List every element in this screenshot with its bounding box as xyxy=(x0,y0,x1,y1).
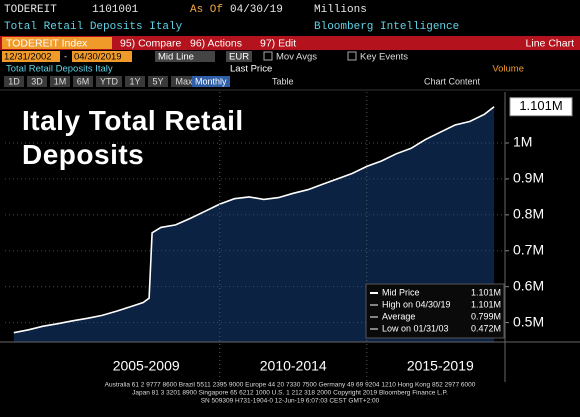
series-label: Total Retail Deposits Italy xyxy=(6,64,113,75)
volume-label: Volume xyxy=(492,64,524,75)
checkbox[interactable] xyxy=(263,51,273,61)
description: Total Retail Deposits Italy xyxy=(4,21,183,33)
as-of-label: As Of xyxy=(190,4,223,16)
line-type-box[interactable] xyxy=(155,51,215,62)
period-button[interactable]: 5Y xyxy=(152,76,163,86)
period-button[interactable]: 1D xyxy=(8,76,20,86)
as-of-date: 04/30/19 xyxy=(230,4,283,16)
y-tick-label: 0.7M xyxy=(513,241,544,257)
period-button-bg[interactable] xyxy=(73,76,93,87)
legend-value: 1.101M xyxy=(471,299,501,309)
x-tick-label: 2015-2019 xyxy=(407,358,474,374)
legend-value: 0.799M xyxy=(471,311,501,321)
legend-label: Mid Price xyxy=(382,287,420,297)
source: Bloomberg Intelligence xyxy=(314,21,459,33)
frequency-box[interactable] xyxy=(192,76,230,87)
field-label: Last Price xyxy=(230,64,272,75)
currency-box[interactable] xyxy=(226,51,252,62)
chart-title: Italy Total Retail Deposits xyxy=(22,105,244,170)
ticker: TODEREIT xyxy=(4,4,57,16)
period-button-bg[interactable] xyxy=(96,76,122,87)
legend-label: Average xyxy=(382,311,415,321)
legend-label: High on 04/30/19 xyxy=(382,299,451,309)
y-tick-label: 0.6M xyxy=(513,277,544,293)
footer-line: Japan 81 3 3201 8900 Singapore 65 6212 1… xyxy=(132,390,448,397)
start-date[interactable]: 12/31/2002 xyxy=(4,52,52,63)
period-button-bg[interactable] xyxy=(50,76,70,87)
frequency[interactable]: Monthly xyxy=(195,76,227,86)
x-tick-label: 2010-2014 xyxy=(260,358,327,374)
last-value: 1.101M xyxy=(519,98,562,113)
footer-line: Australia 61 2 9777 8600 Brazil 5511 239… xyxy=(105,382,476,389)
line-type[interactable]: Mid Line xyxy=(158,52,194,63)
period-button-bg[interactable] xyxy=(27,76,47,87)
period-button[interactable]: YTD xyxy=(100,76,119,86)
toolbar-bg xyxy=(0,36,580,50)
compare-button[interactable]: 95) Compare xyxy=(120,37,181,49)
checkbox[interactable] xyxy=(347,51,357,61)
currency[interactable]: EUR xyxy=(229,52,249,63)
line xyxy=(13,106,495,334)
view-label: Line Chart xyxy=(526,37,575,49)
period-button-bg[interactable] xyxy=(171,76,197,87)
actions-button[interactable]: 96) Actions xyxy=(190,37,242,49)
period-button[interactable]: 3D xyxy=(31,76,43,86)
start-date-box[interactable] xyxy=(2,51,60,62)
period-button[interactable]: 1M xyxy=(54,76,67,86)
period-button-bg[interactable] xyxy=(125,76,145,87)
y-tick-label: 0.8M xyxy=(513,206,544,222)
legend-value: 1.101M xyxy=(471,287,501,297)
period-button[interactable]: 6M xyxy=(77,76,90,86)
edit-button[interactable]: 97) Edit xyxy=(260,37,296,49)
period-button-bg[interactable] xyxy=(4,76,24,87)
footer-line: SN 509309 H731-1904-0 12-Jun-19 6:07:03 … xyxy=(201,398,380,405)
date-dash: - xyxy=(64,52,67,63)
units: Millions xyxy=(314,4,367,16)
period-button[interactable]: Max xyxy=(175,76,193,86)
period-button[interactable]: 1Y xyxy=(129,76,140,86)
y-tick-label: 1M xyxy=(513,134,532,150)
key-events[interactable]: Key Events xyxy=(360,52,408,63)
table-button[interactable]: Table xyxy=(272,76,294,86)
legend-box xyxy=(365,283,505,339)
legend-value: 0.472M xyxy=(471,323,501,333)
end-date-box[interactable] xyxy=(72,51,132,62)
security[interactable]: TODEREIT Index xyxy=(6,37,88,49)
security-box[interactable] xyxy=(2,37,112,49)
chart-content-button[interactable]: Chart Content xyxy=(424,76,481,86)
legend-label: Low on 01/31/03 xyxy=(382,323,449,333)
x-tick-label: 2005-2009 xyxy=(113,358,180,374)
code: 1101001 xyxy=(92,4,139,16)
area xyxy=(13,106,495,342)
y-tick-label: 0.5M xyxy=(513,313,544,329)
period-button-bg[interactable] xyxy=(148,76,168,87)
y-tick-label: 0.9M xyxy=(513,170,544,186)
mov-avgs[interactable]: Mov Avgs xyxy=(276,52,317,63)
end-date[interactable]: 04/30/2019 xyxy=(74,52,122,63)
last-value-box xyxy=(509,97,573,117)
